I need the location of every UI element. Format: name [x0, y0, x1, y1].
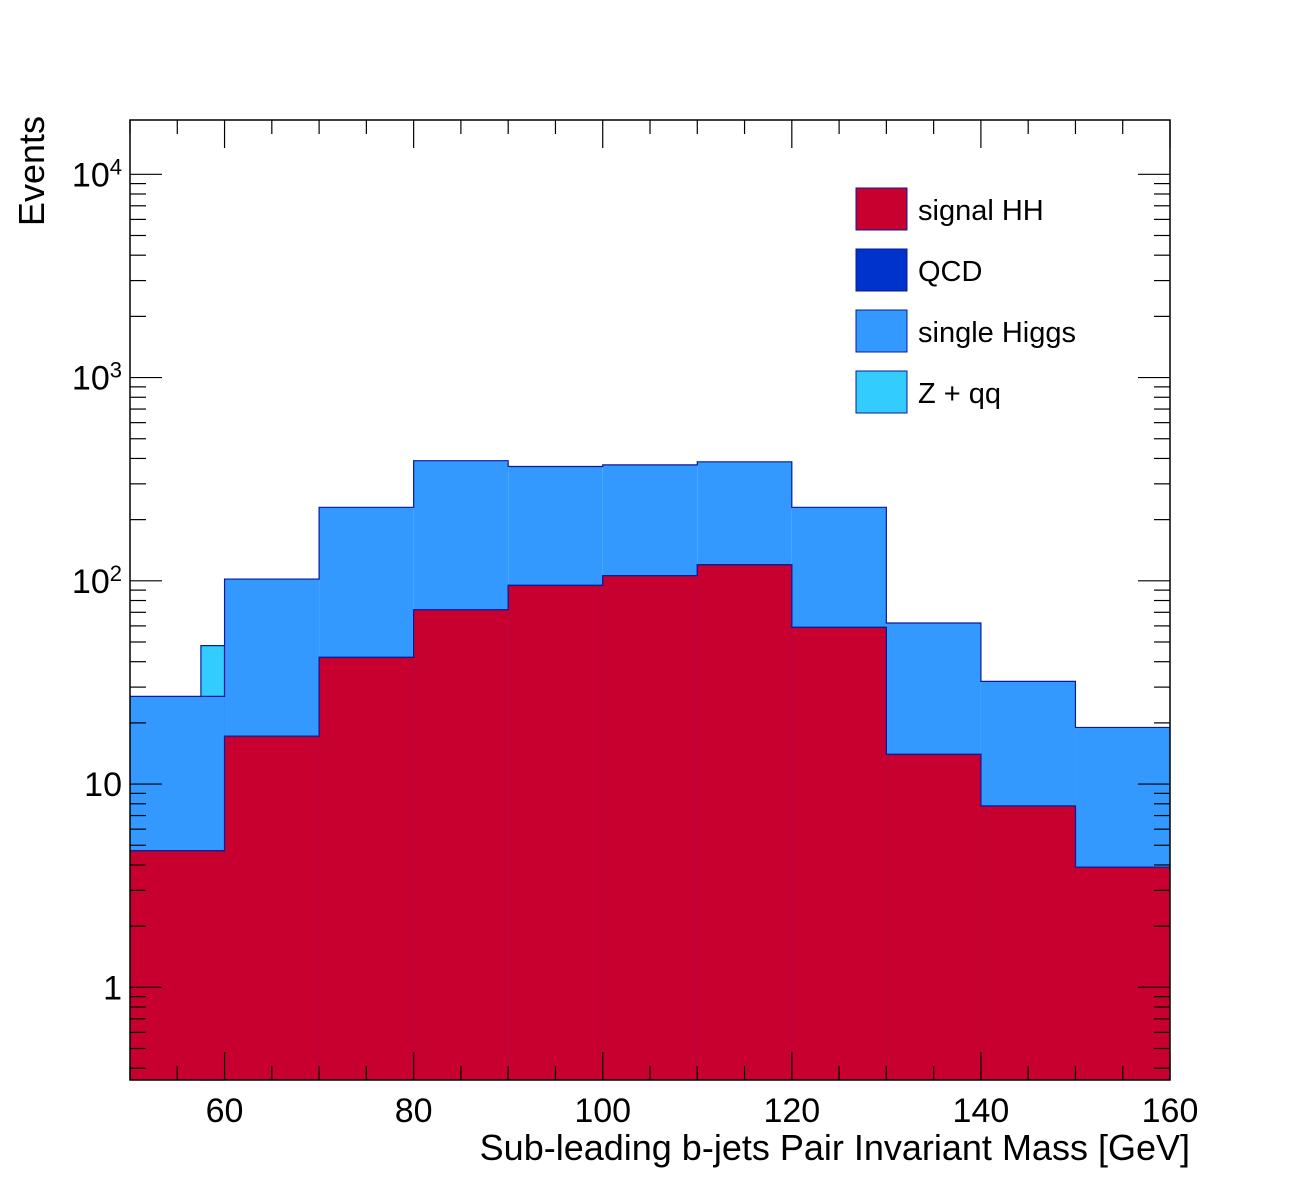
x-tick-label: 100	[574, 1092, 631, 1130]
bar-signal-hh-90	[508, 585, 603, 1080]
y-tick-labels: 1 10 102 103 104	[72, 154, 122, 1008]
bar-signal-hh-140	[980, 806, 1076, 1080]
x-tick-label: 80	[395, 1092, 433, 1130]
x-tick-label: 120	[763, 1092, 820, 1130]
bar-signal-hh-150	[1075, 867, 1170, 1080]
legend-label-qcd: QCD	[918, 256, 982, 288]
legend-swatch-z-qq	[855, 370, 908, 414]
axis-ticks	[129, 120, 1171, 1080]
x-tick-labels: 60 80 100 120 140 160	[206, 1092, 1199, 1130]
x-tick-label: 140	[953, 1092, 1010, 1130]
y-tick-label: 104	[72, 154, 122, 195]
y-tick-label: 103	[72, 357, 122, 398]
legend-swatch-single-higgs	[855, 309, 908, 353]
histogram-bars	[130, 460, 1170, 1081]
y-tick-label: 1	[103, 969, 122, 1007]
y-axis-title: Events	[11, 116, 52, 226]
outline-signal-hh	[130, 564, 1170, 868]
legend-label-z-qq: Z + qq	[918, 378, 1001, 410]
bar-signal-hh-110	[697, 564, 792, 1080]
y-tick-label: 102	[72, 560, 122, 601]
legend-swatch-qcd	[855, 248, 908, 292]
legend-label-signal-hh: signal HH	[918, 195, 1044, 227]
legend: signal HH QCD single Higgs Z + qq	[855, 187, 1076, 414]
y-tick-label: 10	[84, 766, 122, 804]
bar-signal-hh-130	[886, 754, 981, 1080]
bar-signal-hh-80	[413, 609, 509, 1080]
outline-single-higgs	[130, 460, 1170, 729]
x-tick-label: 60	[206, 1092, 244, 1130]
legend-label-single-higgs: single Higgs	[918, 317, 1076, 349]
bar-signal-hh-120	[791, 627, 887, 1080]
x-tick-label: 160	[1142, 1092, 1199, 1130]
x-axis-title: Sub-leading b-jets Pair Invariant Mass […	[480, 1127, 1190, 1168]
bar-signal-hh-50	[130, 850, 225, 1080]
bar-signal-hh-70	[319, 657, 414, 1080]
bar-signal-hh-100	[602, 575, 698, 1080]
legend-swatch-signal-hh	[855, 187, 908, 231]
bar-signal-hh-60	[224, 736, 320, 1080]
